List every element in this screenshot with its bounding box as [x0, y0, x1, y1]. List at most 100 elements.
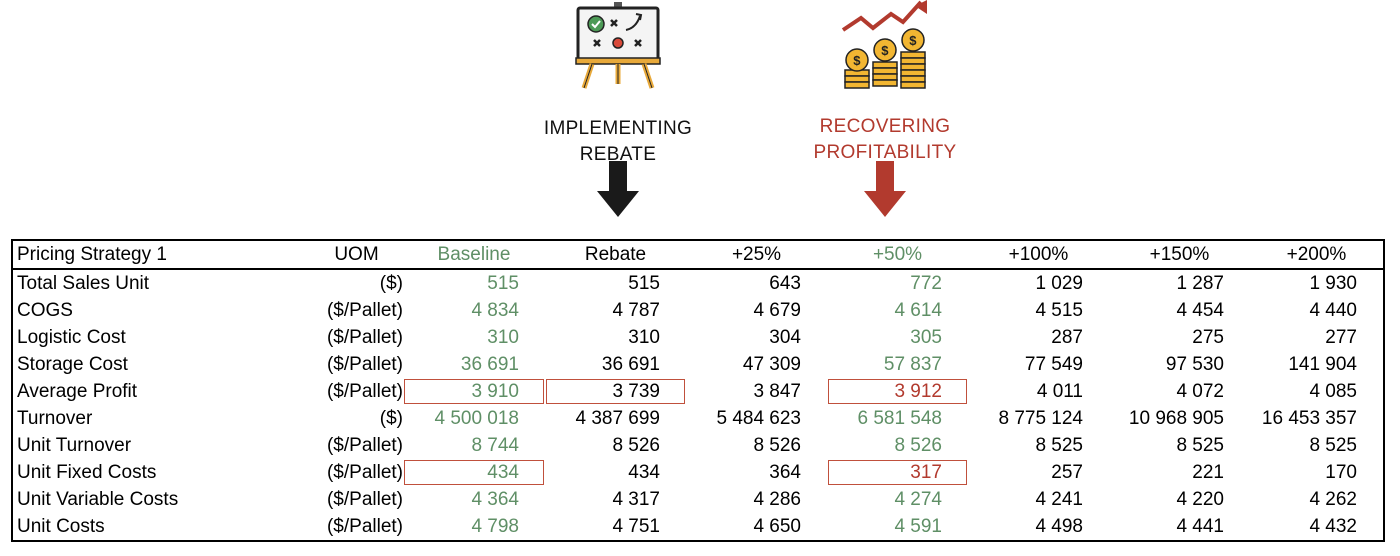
- table-cell: 277: [1325, 326, 1357, 348]
- header-plus-100: +100%: [968, 240, 1109, 270]
- row-label: Average Profit: [17, 380, 138, 402]
- table-cell: 221: [1192, 461, 1224, 483]
- table-cell: 10 968 905: [1128, 407, 1224, 429]
- table-cell: 287: [1051, 326, 1083, 348]
- row-label: Unit Turnover: [17, 434, 132, 456]
- table-cell: 8 526: [612, 434, 660, 456]
- header-plus-150: +150%: [1109, 240, 1250, 270]
- table-cell: 4 834: [471, 299, 519, 321]
- arrow-down-icon: [597, 161, 639, 217]
- table-cell: 3 912: [827, 378, 968, 405]
- table-cell: 4 011: [1036, 380, 1083, 402]
- row-label: Unit Costs: [17, 515, 105, 537]
- table-cell: 3 739: [545, 378, 686, 405]
- header-pricing-strategy: Pricing Strategy 1: [12, 240, 218, 270]
- table-cell: 4 500 018: [434, 407, 519, 429]
- table-cell: 3 910: [403, 378, 545, 405]
- header-plus-50: +50%: [827, 240, 968, 270]
- table-cell: 4 441: [1176, 515, 1224, 537]
- table-cell: 4 317: [612, 488, 660, 510]
- table-cell: 8 775 124: [998, 407, 1083, 429]
- table-cell: 310: [628, 326, 660, 348]
- table-cell: 8 526: [753, 434, 801, 456]
- row-label: Unit Variable Costs: [17, 488, 179, 510]
- row-uom: ($/Pallet): [326, 461, 403, 483]
- table-cell: 304: [769, 326, 801, 348]
- row-uom: ($): [379, 407, 403, 429]
- row-uom: ($/Pallet): [326, 326, 403, 348]
- table-cell: 4 787: [612, 299, 660, 321]
- implementing-rebate-label: IMPLEMENTING REBATE: [543, 118, 693, 165]
- table-cell: 170: [1325, 461, 1357, 483]
- row-uom: ($): [379, 272, 403, 294]
- svg-text:$: $: [881, 43, 889, 58]
- table-cell: 4 072: [1176, 380, 1224, 402]
- row-label: Total Sales Unit: [17, 272, 150, 294]
- svg-text:$: $: [909, 33, 917, 48]
- table-cell: 4 591: [894, 515, 942, 537]
- table-cell: 4 798: [471, 515, 519, 537]
- table-cell: 4 679: [753, 299, 801, 321]
- svg-text:$: $: [853, 53, 861, 68]
- table-cell: 364: [769, 461, 801, 483]
- table-cell: 97 530: [1165, 353, 1224, 375]
- table-cell: 4 262: [1309, 488, 1357, 510]
- table-cell: 310: [487, 326, 519, 348]
- table-row: Turnover ($) 4 500 018 4 387 699 5 484 623 6 …: [12, 405, 1384, 432]
- table-row: Average Profit ($/Pallet) 3 910 3 739 3 847 3…: [12, 378, 1384, 405]
- table-cell: 4 440: [1309, 299, 1357, 321]
- table-cell: 8 526: [894, 434, 942, 456]
- row-uom: ($/Pallet): [326, 380, 403, 402]
- table-cell: 434: [403, 459, 545, 486]
- table-cell: 4 241: [1035, 488, 1083, 510]
- table-cell: 8 744: [471, 434, 519, 456]
- table-cell: 36 691: [601, 353, 660, 375]
- row-label: Turnover: [17, 407, 93, 429]
- table-cell: 257: [1051, 461, 1083, 483]
- table-cell: 4 085: [1309, 380, 1357, 402]
- header-plus-200: +200%: [1250, 240, 1384, 270]
- table-cell: 1 029: [1035, 272, 1083, 294]
- table-cell: 4 454: [1176, 299, 1224, 321]
- header-rebate: Rebate: [545, 240, 686, 270]
- table-cell: 275: [1192, 326, 1224, 348]
- table-row: Unit Turnover ($/Pallet) 8 744 8 526 8 526 8 …: [12, 432, 1384, 459]
- table-cell: 5 484 623: [716, 407, 801, 429]
- table-cell: 1 287: [1176, 272, 1224, 294]
- arrow-down-icon: [864, 161, 906, 217]
- table-cell: 4 220: [1176, 488, 1224, 510]
- growing-coins-icon: $ $ $: [841, 0, 927, 89]
- recovering-profitability-label: RECOVERING PROFITABILITY: [813, 116, 957, 163]
- table-row: Logistic Cost ($/Pallet) 310 310 304 305 287 27…: [12, 324, 1384, 351]
- table-cell: 8 525: [1035, 434, 1083, 456]
- table-cell: 4 515: [1035, 299, 1083, 321]
- table-cell: 4 751: [612, 515, 660, 537]
- header-baseline: Baseline: [403, 240, 545, 270]
- table-cell: 3 847: [753, 380, 801, 402]
- strategy-board-icon: [575, 2, 661, 89]
- table-cell: 47 309: [742, 353, 801, 375]
- table-cell: 4 432: [1309, 515, 1357, 537]
- row-uom: ($/Pallet): [326, 515, 403, 537]
- table-cell: 515: [628, 272, 660, 294]
- table-cell: 4 364: [471, 488, 519, 510]
- table-cell: 515: [487, 272, 519, 294]
- row-uom: ($/Pallet): [326, 488, 403, 510]
- header-uom: UOM: [218, 240, 403, 270]
- row-uom: ($/Pallet): [326, 299, 403, 321]
- table-cell: 4 286: [753, 488, 801, 510]
- table-cell: 4 650: [753, 515, 801, 537]
- row-label: Logistic Cost: [17, 326, 126, 348]
- table-cell: 57 837: [883, 353, 942, 375]
- table-cell: 8 525: [1176, 434, 1224, 456]
- table-cell: 1 930: [1309, 272, 1357, 294]
- table-cell: 4 498: [1035, 515, 1083, 537]
- table-cell: 141 904: [1288, 353, 1357, 375]
- table-cell: 8 525: [1309, 434, 1357, 456]
- table-cell: 16 453 357: [1261, 407, 1357, 429]
- row-label: COGS: [17, 299, 73, 321]
- table-cell: 434: [628, 461, 660, 483]
- table-cell: 643: [769, 272, 801, 294]
- table-row: Unit Costs ($/Pallet) 4 798 4 751 4 650 4 591…: [12, 513, 1384, 541]
- table-cell: 305: [910, 326, 942, 348]
